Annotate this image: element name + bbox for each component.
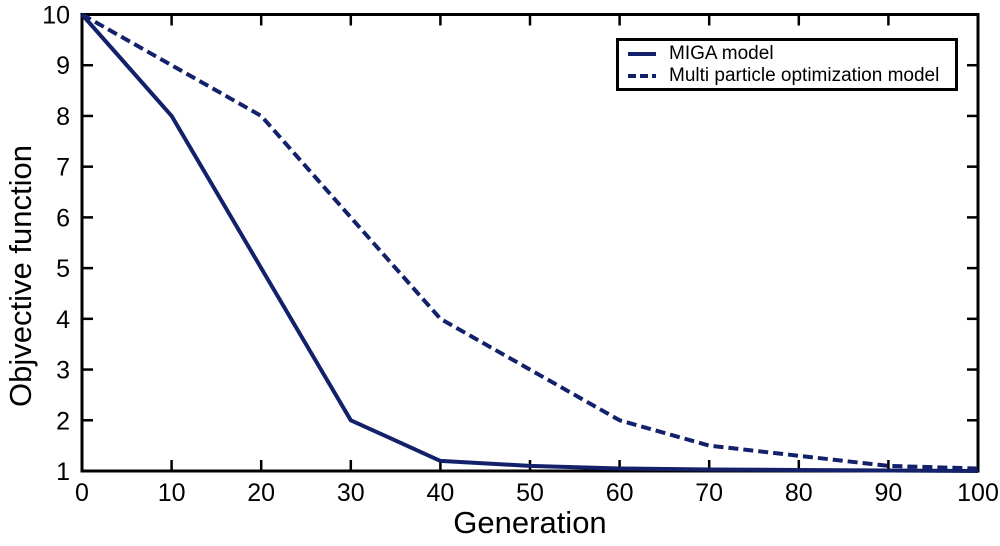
y-tick-label: 9	[56, 52, 70, 80]
y-tick-label: 7	[56, 154, 70, 182]
y-tick-label: 5	[56, 255, 70, 283]
y-axis-label: Objvective function	[3, 145, 38, 407]
x-tick-label: 30	[337, 479, 365, 507]
y-tick-label: 10	[42, 2, 70, 30]
y-tick-label: 8	[56, 103, 70, 131]
y-tick-label: 3	[56, 357, 70, 385]
y-tick-label: 1	[56, 458, 70, 486]
solid-line-swatch-icon	[628, 52, 656, 56]
y-tick-label: 6	[56, 204, 70, 232]
x-tick-label: 0	[75, 479, 89, 507]
x-tick-label: 80	[785, 479, 813, 507]
legend-item-mpo: Multi particle optimization model	[628, 65, 949, 87]
x-tick-label: 60	[606, 479, 634, 507]
x-tick-label: 70	[695, 479, 723, 507]
legend: MIGA model Multi particle optimization m…	[616, 38, 958, 91]
series-line-solid	[80, 13, 979, 473]
y-tick-label: 2	[56, 407, 70, 435]
x-tick-label: 40	[426, 479, 454, 507]
series-line-dashed	[81, 12, 979, 471]
legend-label-miga: MIGA model	[669, 43, 774, 64]
x-tick-label: 90	[874, 479, 902, 507]
x-tick-label: 20	[247, 479, 275, 507]
legend-item-miga: MIGA model	[628, 43, 949, 65]
x-tick-label: 100	[957, 479, 999, 507]
dashed-line-swatch-icon	[628, 74, 656, 78]
x-tick-label: 10	[158, 479, 186, 507]
legend-label-mpo: Multi particle optimization model	[669, 65, 940, 86]
x-axis-label: Generation	[453, 505, 607, 540]
x-tick-label: 50	[516, 479, 544, 507]
y-tick-label: 4	[56, 306, 70, 334]
